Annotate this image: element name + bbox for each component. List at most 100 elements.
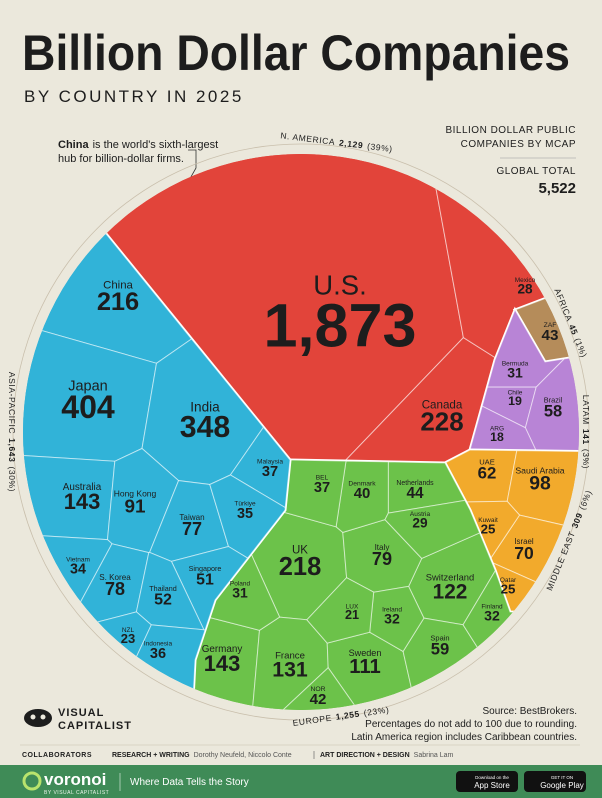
country-name: Brazil [544, 396, 563, 405]
country-name: China [103, 280, 133, 292]
country-name: Kuwait [478, 517, 498, 524]
app-store-badge[interactable]: Download on the App Store [456, 771, 518, 792]
title: Billion Dollar Companies [22, 25, 570, 81]
country-value: 77 [182, 519, 202, 539]
country-value: 52 [154, 591, 172, 608]
region-share: (30%) [7, 466, 17, 492]
country-name: Chile [508, 389, 523, 396]
legend-title: BILLION DOLLAR PUBLIC [445, 125, 576, 136]
country-value: 31 [232, 585, 248, 601]
note: Percentages do not add to 100 due to rou… [365, 719, 577, 730]
brand: CAPITALIST [58, 720, 132, 732]
country-value: 40 [354, 486, 371, 502]
country-name: BEL [316, 474, 329, 481]
country-value: 348 [180, 411, 231, 444]
region-value: 45 [567, 323, 580, 337]
country-value: 28 [517, 281, 533, 296]
country-value: 216 [97, 288, 139, 316]
country-name: Australia [63, 482, 102, 493]
country-name: Italy [375, 543, 391, 552]
country-name: ARG [490, 425, 504, 432]
country-value: 37 [262, 464, 278, 480]
country-name: Denmark [348, 480, 376, 487]
region-value: 1,255 [335, 709, 360, 722]
country-name: Poland [230, 581, 251, 588]
country-name: Finland [481, 604, 503, 611]
country-name: Vietnam [66, 557, 90, 564]
google-play-badge[interactable]: GET IT ON Google Play [524, 771, 586, 792]
region-name: LATAM [581, 395, 591, 425]
country-value: 143 [64, 489, 101, 514]
credit-role: ART DIRECTION + DESIGN [320, 752, 410, 759]
region-value: 2,129 [339, 138, 364, 151]
country-name: Saudi Arabia [515, 465, 564, 475]
country-name: UAE [479, 457, 495, 466]
note: Latin America region includes Caribbean … [351, 732, 577, 743]
country-value: 79 [372, 549, 392, 569]
badge-text: App Store [474, 781, 510, 790]
country-name: Türkiye [234, 501, 256, 508]
subtitle: BY COUNTRY IN 2025 [24, 87, 244, 106]
country-name: NOR [310, 686, 325, 693]
region-share: (3%) [581, 449, 591, 469]
country-cell [209, 474, 286, 559]
country-name: Qatar [500, 577, 517, 584]
total-value: 5,522 [538, 180, 576, 197]
country-name: Netherlands [396, 480, 434, 487]
country-cell [241, 667, 394, 710]
country-value: 43 [542, 327, 559, 344]
country-name: Japan [68, 379, 108, 395]
region-share: (39%) [367, 141, 394, 154]
country-name: France [275, 650, 305, 661]
country-value: 19 [508, 394, 522, 408]
country-value: 98 [529, 473, 551, 495]
credit-names: Dorothy Neufeld, Niccolo Conte [194, 752, 292, 759]
legend-title: COMPANIES BY MCAP [461, 139, 576, 150]
country-value: 25 [501, 581, 516, 596]
country-name: Spain [430, 634, 449, 643]
footer-logo-sub: BY VISUAL CAPITALIST [44, 790, 109, 796]
brand-logo [24, 709, 52, 727]
country-value: 131 [272, 658, 308, 682]
country-value: 32 [484, 608, 500, 624]
country-value: 32 [384, 611, 400, 627]
badge-text: Google Play [540, 781, 584, 790]
region-label: ASIA-PACIFIC 1,643 (30%) [7, 372, 17, 492]
region-value: 1,643 [7, 438, 17, 462]
country-name: LUX [346, 603, 359, 610]
country-name: Switzerland [426, 572, 474, 583]
labels: U.S.1,873Canada228Mexico28ZAF43Bermuda31… [7, 131, 594, 729]
region-label: LATAM 141 (3%) [581, 395, 591, 469]
credits: ART DIRECTION + DESIGN Sabrina Lam [320, 752, 454, 759]
country-name: Singapore [189, 564, 222, 573]
country-value: 37 [314, 480, 330, 496]
country-name: ZAF [544, 322, 557, 329]
annotation: China is the world's sixth-largest [58, 139, 218, 151]
country-value: 111 [349, 656, 380, 678]
tagline: Where Data Tells the Story [130, 777, 249, 788]
country-name: Mexico [515, 277, 536, 284]
badge-text: GET IT ON [551, 775, 573, 780]
country-value: 143 [204, 651, 241, 676]
country-value: 23 [121, 631, 135, 646]
country-value: 91 [124, 497, 145, 518]
region-value: 141 [581, 429, 591, 445]
annotation: hub for billion-dollar firms. [58, 153, 184, 165]
country-value: 18 [490, 430, 504, 444]
country-name: UK [292, 545, 308, 557]
country-cell [384, 499, 481, 559]
country-value: 70 [514, 543, 534, 563]
annotation-text: is the world's sixth-largest [93, 139, 219, 151]
country-value: 36 [150, 646, 166, 662]
country-value: 218 [279, 553, 322, 581]
country-value: 29 [412, 515, 428, 530]
country-name: Indonesia [144, 640, 173, 647]
country-name: Hong Kong [114, 488, 157, 498]
region-name: ASIA-PACIFIC [7, 372, 17, 434]
country-value: 31 [507, 365, 523, 381]
total-title: GLOBAL TOTAL [496, 166, 576, 177]
country-value: 25 [481, 521, 496, 536]
country-name: Canada [422, 398, 463, 411]
outer-ring [12, 143, 590, 721]
